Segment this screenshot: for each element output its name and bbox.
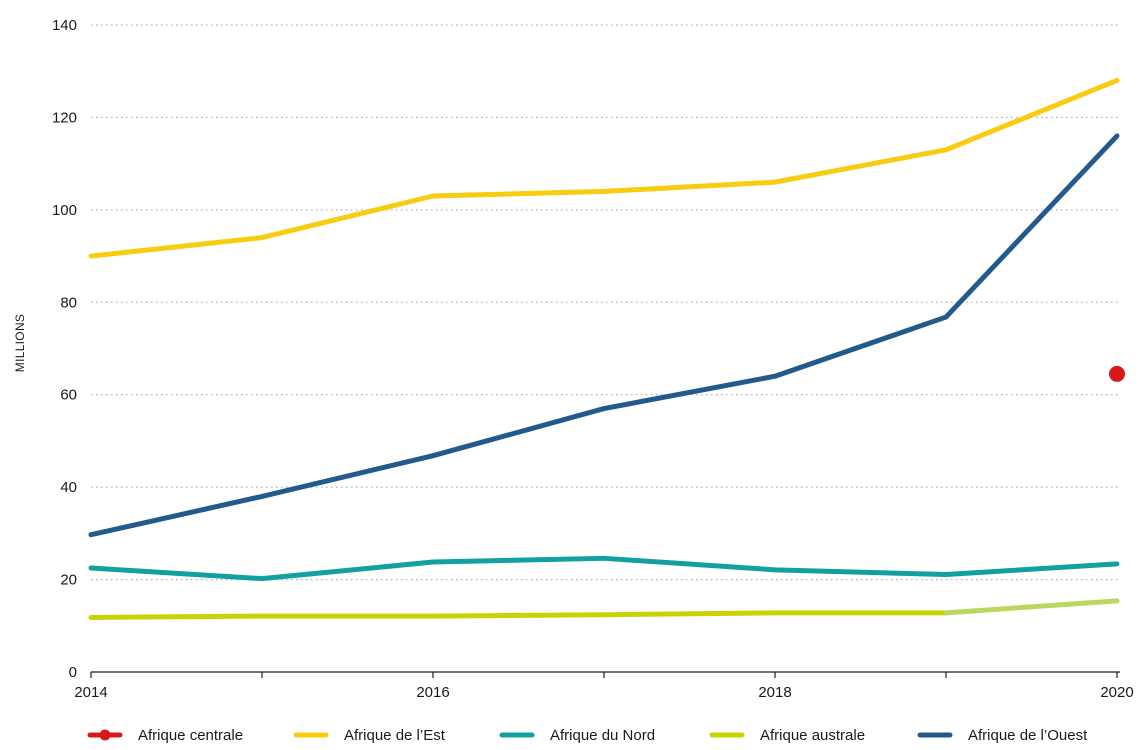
- x-tick-label: 2018: [758, 684, 791, 701]
- legend-label: Afrique centrale: [138, 727, 243, 744]
- legend-label: Afrique de l’Est: [344, 727, 446, 744]
- x-tick-labels: 2014 2016 2018 2020: [74, 684, 1133, 701]
- gridlines: [91, 24, 1120, 581]
- series-line: [88, 77, 1120, 259]
- legend-label: Afrique du Nord: [550, 727, 655, 744]
- legend-item: Afrique de l’Ouest: [917, 727, 1088, 744]
- legend-item: Afrique australe: [709, 727, 865, 744]
- legend-item: Afrique du Nord: [499, 727, 655, 744]
- series-lines: [88, 77, 1125, 620]
- y-tick-label: 80: [60, 294, 77, 311]
- x-tick-label: 2020: [1100, 684, 1133, 701]
- legend-label: Afrique de l’Ouest: [968, 727, 1088, 744]
- legend-item: Afrique centrale: [87, 727, 243, 744]
- legend-label: Afrique australe: [760, 727, 865, 744]
- y-tick-label: 0: [69, 664, 77, 681]
- x-tick-label: 2016: [416, 684, 449, 701]
- y-tick-label: 60: [60, 387, 77, 404]
- y-axis-title: MILLIONS: [13, 314, 27, 372]
- axes: [90, 671, 1120, 678]
- legend-marker: [99, 729, 111, 741]
- y-tick-label: 120: [52, 109, 77, 126]
- legend: Afrique centrale Afrique de l’Est Afrique …: [87, 727, 1088, 744]
- y-tick-label: 100: [52, 202, 77, 219]
- y-tick-label: 140: [52, 17, 77, 34]
- series-line: [88, 133, 1120, 538]
- series-line: [88, 610, 949, 620]
- series-line: [88, 555, 1120, 582]
- x-tick-label: 2014: [74, 684, 107, 701]
- legend-item: Afrique de l’Est: [293, 727, 446, 744]
- data-point: [1109, 365, 1125, 382]
- y-tick-label: 20: [60, 572, 77, 589]
- y-tick-label: 40: [60, 479, 77, 496]
- series-line-segment: [943, 598, 1120, 616]
- y-tick-labels: 0 20 40 60 80 100 120 140: [52, 17, 77, 681]
